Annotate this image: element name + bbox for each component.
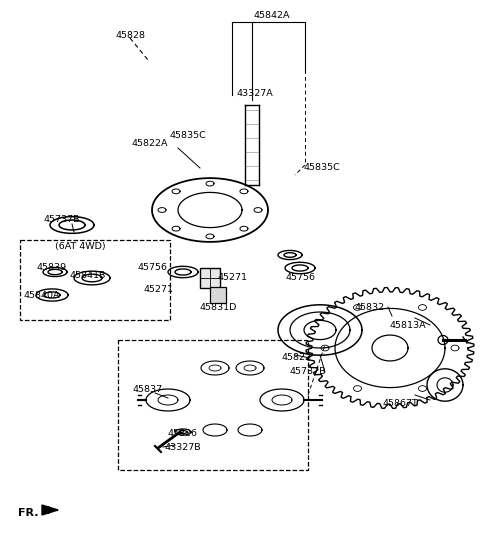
Text: 45271: 45271	[217, 273, 247, 283]
Text: 45867T: 45867T	[382, 399, 418, 407]
Text: 45756: 45756	[285, 273, 315, 283]
Text: 45831D: 45831D	[199, 304, 237, 312]
Text: 45813A: 45813A	[390, 321, 426, 330]
Text: 45841B: 45841B	[70, 272, 106, 280]
Text: 45835C: 45835C	[169, 130, 206, 140]
Text: 45826: 45826	[168, 428, 198, 438]
Bar	[200, 268, 220, 288]
Text: FR.: FR.	[18, 508, 38, 518]
Text: 45822: 45822	[281, 353, 311, 363]
Text: 45842A: 45842A	[254, 10, 290, 19]
Text: 45835C: 45835C	[304, 163, 340, 172]
Text: 45839: 45839	[37, 263, 67, 273]
Text: 43327A: 43327A	[237, 88, 274, 98]
Text: 45828: 45828	[115, 30, 145, 40]
Text: 45840A: 45840A	[24, 290, 60, 300]
Text: 45737B: 45737B	[290, 368, 326, 376]
Text: 45822A: 45822A	[132, 139, 168, 147]
Text: 43327B: 43327B	[165, 443, 201, 453]
Bar	[118, 340, 308, 470]
Text: 45756: 45756	[137, 263, 167, 273]
Text: 45832: 45832	[355, 304, 385, 312]
Text: 45737B: 45737B	[44, 215, 80, 225]
Bar	[210, 287, 226, 303]
Bar	[20, 240, 170, 320]
Polygon shape	[42, 505, 58, 515]
Text: 45837: 45837	[133, 385, 163, 395]
Text: (6AT 4WD): (6AT 4WD)	[55, 242, 105, 252]
Text: 45271: 45271	[143, 285, 173, 295]
